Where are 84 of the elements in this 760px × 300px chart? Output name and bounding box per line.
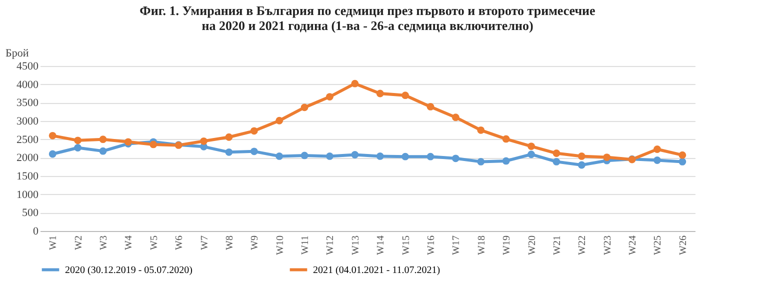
point (99, 147, 107, 155)
point (225, 133, 233, 141)
text: на 2020 и 2021 година (1-ва - 26-а седмица включително) (202, 18, 534, 33)
point (150, 140, 158, 148)
point (552, 150, 560, 157)
y-tick-label: 3500 (16, 97, 39, 110)
y-tick-label: 500 (22, 207, 39, 220)
legend-label: 2020 (30.12.2019 - 05.07.2020) (65, 264, 192, 276)
point (225, 148, 233, 156)
point (477, 158, 485, 166)
text: Фиг. 1. Умирания в България по седмици през първото и второто тримесечие (140, 3, 596, 18)
point (578, 161, 586, 169)
x-tick-label: W23 (602, 236, 614, 255)
x-tick-label: W12 (325, 236, 336, 255)
x-tick-label: W15 (400, 236, 412, 255)
point (326, 93, 334, 100)
point (477, 126, 485, 134)
y-tick-label: 4500 (16, 60, 39, 72)
x-tick-label: W11 (300, 236, 312, 255)
point (351, 151, 359, 158)
point (502, 135, 510, 143)
y-tick-label: 0 (33, 226, 39, 238)
point (678, 158, 686, 166)
y-tick-label: 3000 (16, 116, 39, 128)
y-tick-label: 4000 (16, 78, 39, 91)
x-tick-label: W9 (250, 236, 261, 250)
x-tick-label: W2 (73, 236, 84, 250)
point (99, 136, 107, 144)
point (502, 157, 510, 165)
point (74, 144, 82, 152)
point (402, 92, 409, 100)
point (528, 150, 535, 158)
point (250, 127, 258, 135)
x-tick-label: W7 (199, 236, 210, 250)
x-tick-label: W16 (426, 236, 437, 255)
x-tick-label: W6 (174, 236, 186, 250)
y-tick-label: 2000 (16, 152, 39, 164)
point (250, 148, 258, 156)
x-tick-label: W14 (376, 236, 387, 255)
point (300, 104, 308, 112)
point (376, 90, 384, 98)
point (402, 152, 409, 160)
x-tick-label: W20 (526, 236, 538, 255)
y-tick-label: 2500 (16, 134, 39, 146)
point (48, 132, 56, 140)
point (276, 152, 284, 160)
point (578, 152, 586, 160)
x-tick-label: W21 (552, 236, 563, 255)
x-tick-label: W13 (350, 236, 362, 255)
y-axis-title: Брой (6, 48, 29, 60)
point (528, 142, 535, 150)
point (74, 136, 82, 144)
point (376, 152, 384, 160)
point (326, 152, 334, 160)
point (452, 154, 460, 162)
x-tick-label: W5 (148, 236, 160, 250)
point (300, 152, 308, 160)
point (654, 146, 661, 153)
point (426, 152, 434, 160)
point (426, 103, 434, 110)
x-tick-label: W17 (451, 236, 462, 255)
point (603, 154, 611, 161)
point (654, 156, 661, 164)
point (452, 114, 460, 122)
x-tick-label: W18 (476, 236, 488, 255)
point (276, 116, 284, 124)
x-tick-label: W3 (98, 236, 110, 250)
x-tick-label: W4 (124, 236, 135, 250)
x-tick-label: W24 (628, 236, 639, 255)
legend-label: 2021 (04.01.2021 - 11.07.2021) (313, 264, 440, 276)
x-tick-label: W22 (577, 236, 588, 255)
x-tick-label: W1 (48, 236, 60, 250)
point (351, 80, 359, 88)
point (48, 150, 56, 158)
y-tick-label: 1000 (16, 188, 39, 201)
x-tick-label: W19 (502, 236, 513, 255)
x-tick-label: W8 (224, 236, 236, 250)
x-tick-label: W26 (678, 236, 689, 255)
x-tick-label: W10 (274, 236, 286, 255)
point (200, 137, 208, 145)
point (552, 158, 560, 166)
point (678, 151, 686, 159)
y-tick-label: 1500 (16, 170, 39, 182)
x-tick-label: W25 (652, 236, 664, 255)
